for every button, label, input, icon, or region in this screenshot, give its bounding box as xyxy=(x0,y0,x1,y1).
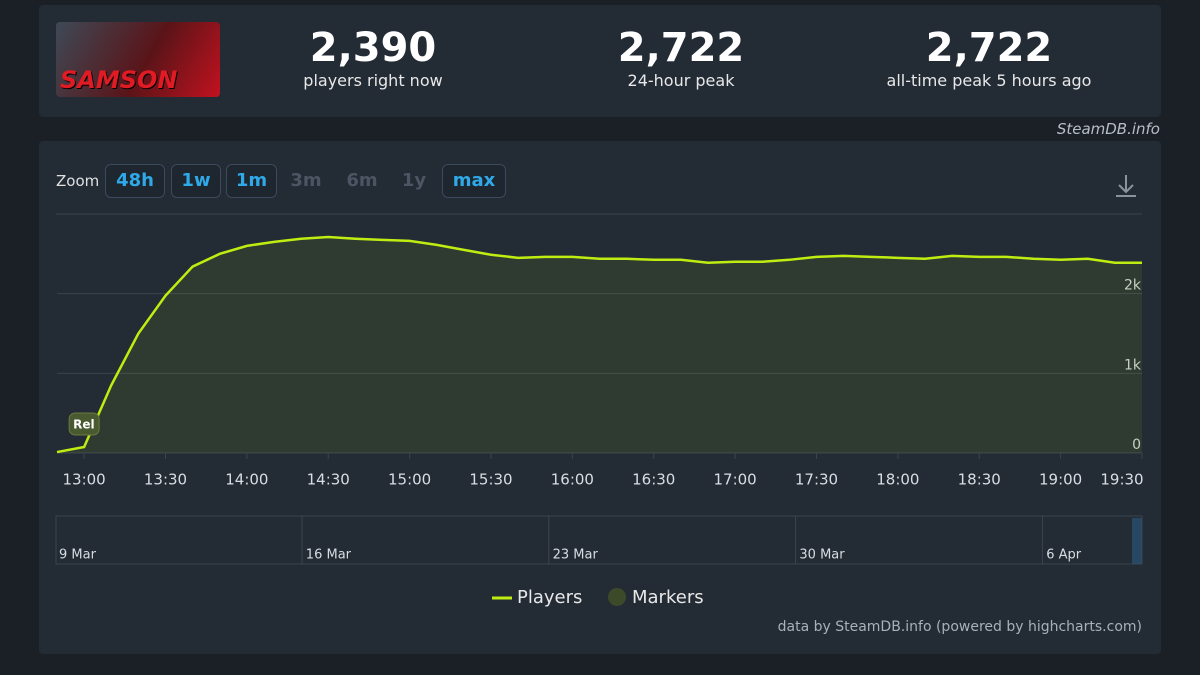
zoom-button[interactable]: 1w xyxy=(171,164,221,198)
stat: 2,390 players right now xyxy=(243,25,503,90)
stat-label: 24-hour peak xyxy=(627,71,735,90)
zoom-button[interactable]: 1y xyxy=(401,170,427,191)
brand[interactable]: SteamDB.info xyxy=(1056,120,1160,138)
stat-label: all-time peak 5 hours ago xyxy=(886,71,1092,90)
stat-label: players right now xyxy=(303,71,443,90)
stat: 2,722 all-time peak 5 hours ago xyxy=(859,25,1119,90)
stats-card: SAMSON 2,390 players right now 2,722 24-ho… xyxy=(39,5,1161,117)
stat-value: 2,722 xyxy=(617,25,745,71)
zoom-label: Zoom xyxy=(56,172,100,190)
zoom-button[interactable]: max xyxy=(442,164,506,198)
zoom-button[interactable]: 48h xyxy=(105,164,165,198)
game-image[interactable]: SAMSON xyxy=(56,22,220,97)
stat-value: 2,722 xyxy=(925,25,1053,71)
zoom-button[interactable]: 3m xyxy=(290,170,322,191)
zoom-button[interactable]: 6m xyxy=(346,170,378,191)
stat: 2,722 24-hour peak xyxy=(551,25,811,90)
zoom-button[interactable]: 1m xyxy=(226,164,277,198)
stat-value: 2,390 xyxy=(309,25,437,71)
chart-card xyxy=(39,141,1161,654)
game-logo: SAMSON xyxy=(60,66,178,94)
